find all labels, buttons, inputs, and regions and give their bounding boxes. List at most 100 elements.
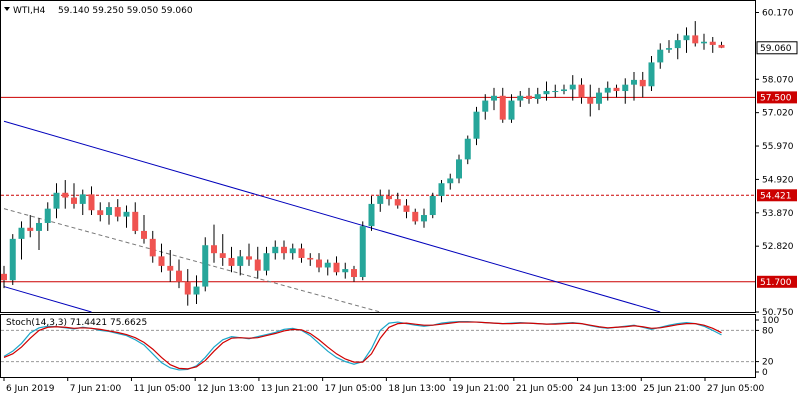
- candles-layer: [1, 21, 725, 306]
- candle: [246, 243, 252, 266]
- dropdown-triangle-icon[interactable]: [4, 7, 10, 11]
- candle: [491, 87, 497, 111]
- candle: [482, 94, 489, 120]
- candle: [464, 135, 471, 165]
- candle-body: [412, 211, 419, 222]
- candle: [307, 253, 314, 266]
- time-tick-label: 7 Jun 21:00: [70, 384, 122, 394]
- candle: [298, 243, 305, 263]
- time-tick-label: 21 Jun 05:00: [516, 384, 573, 394]
- candle-body: [333, 262, 340, 273]
- price-tick-label: 54.920: [762, 175, 794, 185]
- candle: [281, 240, 287, 260]
- candle: [44, 202, 51, 231]
- candle: [316, 253, 322, 273]
- candle-body: [386, 195, 392, 200]
- candle: [211, 224, 217, 263]
- candle-body: [281, 246, 287, 254]
- candle: [263, 246, 270, 276]
- candle-body: [272, 246, 279, 254]
- candle-body: [473, 111, 480, 139]
- candle: [639, 71, 646, 98]
- time-tick-label: 6 Jun 2019: [6, 384, 55, 394]
- candle: [666, 40, 672, 53]
- candle-body: [447, 178, 454, 184]
- level-price-tag: [757, 275, 797, 288]
- candle: [569, 75, 576, 101]
- level-price-label: 51.700: [760, 278, 792, 288]
- candle: [342, 262, 349, 279]
- candle: [289, 243, 296, 260]
- candle: [324, 259, 331, 276]
- candle: [701, 33, 707, 50]
- candle: [692, 21, 699, 47]
- candle-body: [692, 35, 699, 44]
- ohlc-readout: 59.140 59.250 59.050 59.060: [58, 6, 193, 16]
- stochastic-layer: [1, 320, 755, 371]
- candle: [202, 237, 209, 292]
- channel-trendline[interactable]: [3, 120, 661, 313]
- time-tick-label: 11 Jun 05:00: [133, 384, 190, 394]
- candle: [272, 240, 279, 260]
- candle: [254, 246, 261, 279]
- current-price-label: 59.060: [760, 44, 792, 54]
- candle-body: [648, 62, 655, 87]
- candle-body: [377, 195, 384, 204]
- time-tick-label: 19 Jun 21:00: [452, 384, 509, 394]
- candle: [587, 84, 594, 117]
- candle-body: [718, 44, 725, 48]
- candle-body: [184, 281, 191, 295]
- candle-body: [237, 256, 244, 266]
- candle-body: [123, 211, 130, 217]
- candle: [359, 221, 366, 281]
- price-tick-label: 52.820: [762, 242, 794, 252]
- candle-body: [394, 199, 401, 206]
- candle: [79, 189, 86, 216]
- channel-trendline[interactable]: [3, 286, 92, 313]
- candle: [578, 78, 585, 104]
- candle: [622, 78, 629, 104]
- candle: [561, 84, 567, 95]
- candle-body: [53, 192, 60, 209]
- price-tick-label: 60.170: [762, 8, 794, 18]
- candle: [394, 192, 401, 209]
- candle-body: [71, 197, 77, 204]
- candle: [683, 27, 690, 53]
- candle: [508, 94, 515, 123]
- time-tick-label: 17 Jun 05:00: [325, 384, 382, 394]
- candle-body: [569, 84, 576, 90]
- candle-body: [438, 183, 445, 196]
- candle: [53, 183, 60, 219]
- candle-body: [342, 269, 349, 273]
- candle: [237, 250, 244, 276]
- candle: [517, 91, 524, 107]
- candle: [657, 43, 664, 69]
- candle-body: [666, 48, 672, 50]
- candle-body: [9, 238, 16, 281]
- candle-body: [456, 159, 462, 179]
- time-tick-label: 12 Jun 13:00: [197, 384, 254, 394]
- candle-body: [359, 226, 366, 278]
- candle: [1, 265, 7, 289]
- candle-body: [674, 40, 681, 49]
- candle: [27, 215, 34, 238]
- candle-body: [578, 84, 585, 98]
- candle: [62, 180, 69, 209]
- candle-body: [114, 207, 121, 217]
- candle-body: [141, 230, 147, 239]
- candle-body: [44, 208, 51, 223]
- channel-midline[interactable]: [3, 208, 381, 313]
- candle: [132, 202, 139, 235]
- level-price-tag: [757, 189, 797, 202]
- current-price-tag: [756, 41, 798, 55]
- candle-body: [1, 273, 7, 281]
- time-tick-label: 13 Jun 21:00: [261, 384, 318, 394]
- candle: [499, 87, 506, 123]
- candle: [403, 199, 410, 219]
- candle-body: [27, 227, 34, 231]
- level-price-tag: [757, 91, 797, 104]
- candle: [596, 87, 602, 111]
- candle: [386, 189, 392, 206]
- time-axis: 6 Jun 2019 7 Jun 21:00 11 Jun 05:00 12 Jun …: [3, 377, 764, 394]
- candle-body: [526, 95, 532, 99]
